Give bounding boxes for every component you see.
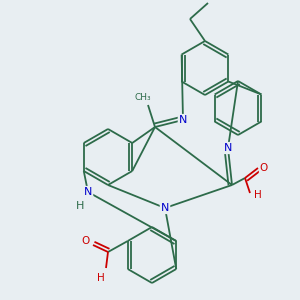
- Text: H: H: [76, 201, 84, 211]
- Text: O: O: [81, 236, 89, 246]
- Text: N: N: [84, 187, 92, 197]
- Text: N: N: [179, 115, 187, 125]
- Text: H: H: [97, 273, 105, 283]
- Text: N: N: [161, 203, 169, 213]
- Text: CH₃: CH₃: [135, 92, 151, 101]
- Text: H: H: [254, 190, 262, 200]
- Text: N: N: [224, 143, 232, 153]
- Text: O: O: [260, 163, 268, 173]
